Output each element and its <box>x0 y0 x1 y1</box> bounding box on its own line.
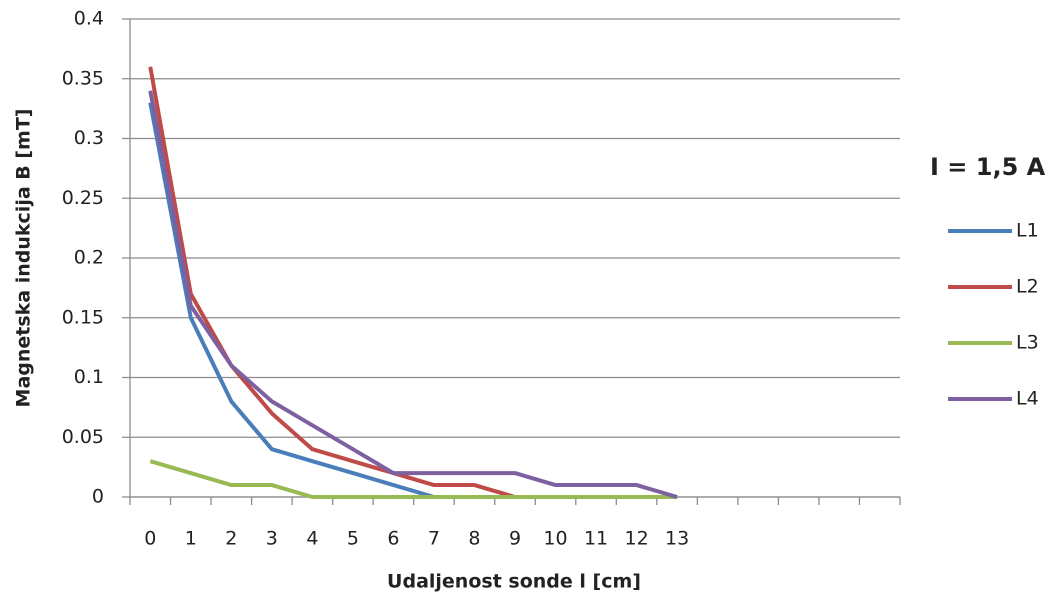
y-tick-label: 0.15 <box>62 306 104 328</box>
x-tick-label: 13 <box>665 528 689 550</box>
y-axis-label: Magnetska indukcija B [mT] <box>13 109 35 408</box>
x-axis-label: Udaljenost sonde l [cm] <box>387 571 641 593</box>
series-line <box>149 459 678 499</box>
y-tick-label: 0.35 <box>62 67 104 89</box>
x-tick-label: 12 <box>624 528 648 550</box>
x-tick-label: 6 <box>387 528 399 550</box>
y-tick-label: 0.05 <box>62 426 104 448</box>
x-tick-label: 9 <box>509 528 521 550</box>
legend-label: L4 <box>1016 388 1039 410</box>
y-tick-label: 0 <box>92 486 104 508</box>
x-tick-label: 7 <box>428 528 440 550</box>
y-tick-label: 0.1 <box>74 366 104 388</box>
y-tick-label: 0.2 <box>74 247 104 269</box>
x-tick-label: 10 <box>543 528 567 550</box>
x-tick-label: 0 <box>144 528 156 550</box>
y-tick-label: 0.25 <box>62 187 104 209</box>
x-tick-label: 11 <box>584 528 608 550</box>
y-tick-label: 0.3 <box>74 127 104 149</box>
series-line <box>148 66 516 499</box>
x-tick-label: 1 <box>185 528 197 550</box>
legend-label: L3 <box>1016 332 1039 354</box>
x-tick-label: 5 <box>347 528 359 550</box>
x-tick-label: 4 <box>306 528 318 550</box>
legend-title: I = 1,5 A <box>930 153 1046 181</box>
y-tick-label: 0.4 <box>74 8 104 30</box>
legend-label: L1 <box>1016 220 1039 242</box>
x-tick-label: 3 <box>266 528 278 550</box>
legend-label: L2 <box>1016 276 1039 298</box>
series-line <box>148 90 678 499</box>
series-line <box>148 102 435 499</box>
x-tick-label: 2 <box>225 528 237 550</box>
x-tick-label: 8 <box>468 528 480 550</box>
